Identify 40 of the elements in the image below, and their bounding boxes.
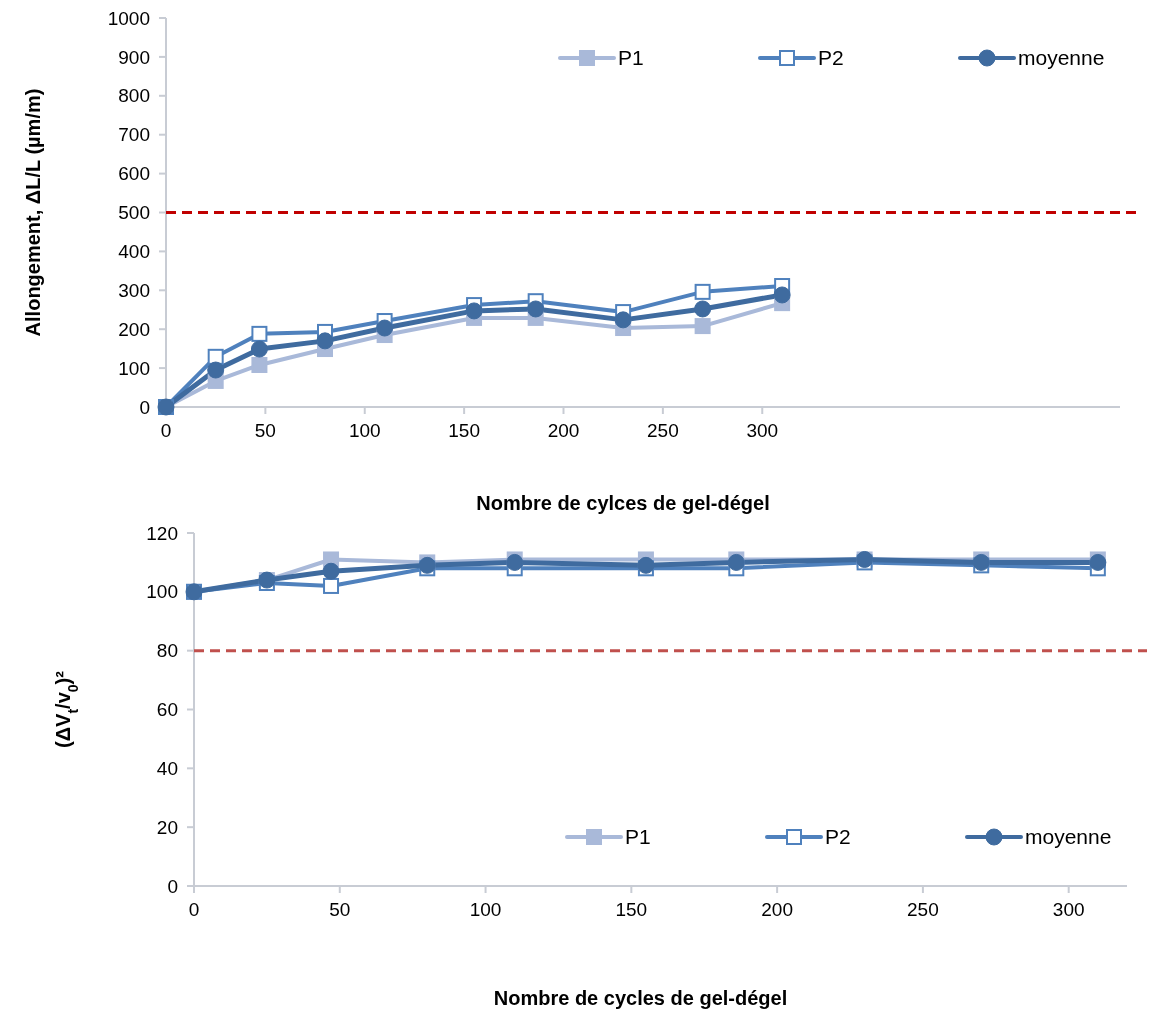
legend-label: P1 — [625, 825, 651, 849]
x-tick-label: 150 — [448, 420, 480, 441]
y-tick-label: 40 — [156, 757, 178, 779]
y-tick-label: 200 — [118, 318, 150, 340]
y-tick-label: 80 — [156, 640, 178, 662]
y-tick-label: 700 — [118, 124, 150, 146]
y-tick-label: 600 — [118, 163, 150, 185]
legend-label: moyenne — [1025, 825, 1112, 849]
x-tick-label: 200 — [761, 899, 793, 920]
y-tick-label: 500 — [118, 202, 150, 224]
y-tick-label: 100 — [146, 581, 178, 603]
y-tick-label: 0 — [139, 396, 150, 418]
y-tick-label: 800 — [118, 85, 150, 107]
x-axis-title: Nombre de cylces de gel-dégel — [476, 492, 770, 514]
x-tick-label: 0 — [188, 899, 200, 920]
y-tick-label: 300 — [118, 279, 150, 301]
x-tick-label: 250 — [907, 899, 939, 920]
y-tick-label: 900 — [118, 46, 150, 68]
y-tick-label: 1000 — [107, 7, 150, 29]
x-tick-label: 50 — [329, 899, 351, 920]
x-tick-label: 200 — [547, 420, 580, 441]
y-tick-label: 20 — [156, 816, 178, 838]
x-tick-label: 50 — [254, 420, 276, 441]
y-tick-label: 0 — [167, 875, 178, 897]
y-tick-label: 400 — [118, 241, 150, 263]
y-tick-label: 100 — [118, 357, 150, 379]
x-tick-label: 100 — [348, 420, 381, 441]
x-tick-label: 300 — [746, 420, 779, 441]
x-tick-label: 250 — [647, 420, 679, 441]
legend-label: P2 — [818, 46, 844, 70]
y-tick-label: 60 — [156, 699, 178, 721]
y-tick-label: 120 — [146, 522, 178, 544]
x-tick-label: 150 — [615, 899, 648, 920]
legend-label: P2 — [825, 825, 851, 849]
x-tick-label: 300 — [1052, 899, 1085, 920]
legend-label: moyenne — [1018, 46, 1105, 70]
y-axis-title: Allongement, ΔL/L (µm/m) — [22, 88, 44, 337]
x-tick-label: 100 — [469, 899, 502, 920]
legend-label: P1 — [618, 46, 644, 70]
x-axis-title: Nombre de cycles de gel-dégel — [493, 987, 788, 1009]
